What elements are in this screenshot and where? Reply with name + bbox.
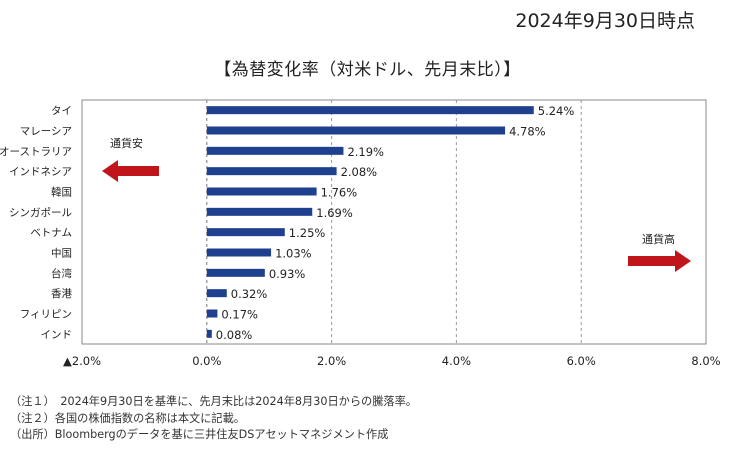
category-label: 香港 [51,288,72,300]
value-label: 5.24% [538,104,575,118]
category-label: シンガポール [9,207,72,219]
x-tick-labels: ▲2.0% 0.0% 2.0% 4.0% 6.0% 8.0% [63,354,721,368]
value-label: 0.08% [216,328,253,342]
bar-1 [206,126,506,135]
category-label: インドネシア [9,166,72,178]
footnotes: （注１） 2024年9月30日を基準に、先月末比は2024年8月30日からの騰落… [10,394,417,444]
chart-title: 【為替変化率（対米ドル、先月末比）】 [214,60,521,80]
bar-7 [206,248,272,257]
bar-9 [206,289,227,298]
category-label: マレーシア [20,126,72,138]
plot-frame [81,99,707,345]
date-label: 2024年9月30日時点 [515,10,695,32]
x-tick-label: 0.0% [192,354,221,368]
value-label: 2.08% [341,165,378,179]
right-arrow-icon [628,250,691,272]
x-tick-label: ▲2.0% [63,354,101,368]
value-label: 2.19% [347,145,384,159]
left-arrow-icon [102,160,159,182]
category-label: 韓国 [51,187,72,199]
bar-11 [206,329,212,338]
value-label: 0.93% [269,267,306,281]
value-label: 0.17% [221,308,258,322]
x-tick-label: 6.0% [567,354,596,368]
value-label: 1.76% [321,186,358,200]
bar-10 [206,309,218,318]
category-label: ベトナム [30,227,72,239]
bar-6 [206,228,285,237]
bar-8 [206,268,265,277]
category-label: オーストラリア [0,146,72,158]
value-label: 0.32% [231,287,268,301]
gridlines [206,100,582,344]
x-tick-label: 8.0% [691,354,720,368]
value-label: 1.03% [275,247,312,261]
category-label: 台湾 [51,267,72,280]
footnote-1: （注１） 2024年9月30日を基準に、先月末比は2024年8月30日からの騰落… [10,395,417,408]
category-labels: タイマレーシアオーストラリアインドネシア韓国シンガポールベトナム中国台湾香港フィ… [0,105,72,341]
value-labels: 5.24% 4.78% 2.19% 2.08% 1.76% 1.69% 1.25% 1.03%… [216,104,575,342]
annotation-arrows: 通貨安 通貨高 [102,136,691,272]
bar-3 [206,167,337,176]
currency-weak-label: 通貨安 [110,136,143,150]
currency-strong-label: 通貨高 [642,232,675,246]
x-tick-label: 2.0% [317,354,346,368]
value-label: 4.78% [509,125,546,139]
footnote-2: （注２）各国の株価指数の名称は本文に記載。 [10,411,245,425]
bar-5 [206,207,313,216]
footnote-source: （出所）Bloombergのデータを基に三井住友DSアセットマネジメント作成 [10,428,389,441]
value-label: 1.69% [316,206,353,220]
x-tick-label: 4.0% [442,354,471,368]
category-label: 中国 [51,247,72,260]
bar-4 [206,187,317,196]
bars-group [206,106,534,338]
category-label: タイ [51,105,72,117]
category-label: インド [41,329,73,341]
bar-2 [206,146,344,155]
bar-0 [206,106,534,115]
value-label: 1.25% [289,226,326,240]
category-label: フィリピン [20,309,72,321]
